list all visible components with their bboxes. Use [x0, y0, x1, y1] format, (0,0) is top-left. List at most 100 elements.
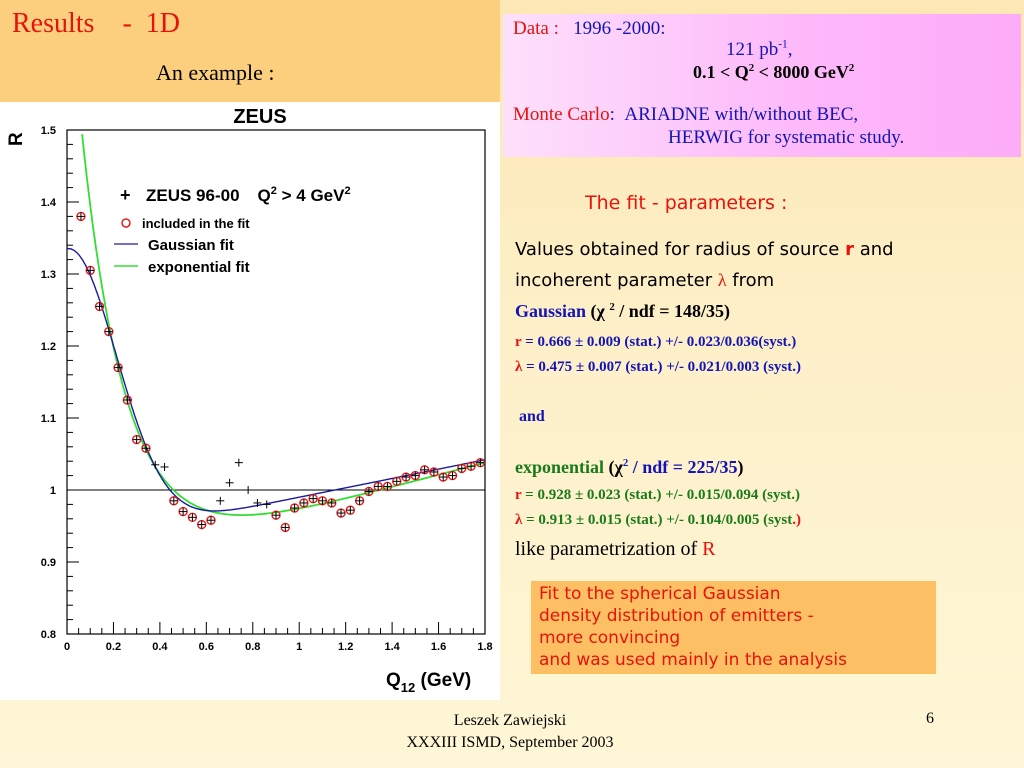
r-symbol: r [845, 239, 854, 260]
x-tick-label: 1 [296, 641, 302, 653]
values-line-1: Values obtained for radius of source r a… [515, 239, 894, 260]
x-tick-label: 1.6 [431, 641, 446, 653]
gaussian-fit-curve [66, 247, 486, 512]
legend-gev-exp: 2 [344, 185, 350, 197]
exponential-line: exponential (χ2 / ndf = 225/35) [515, 457, 744, 478]
title-panel: Results - 1D An example : [0, 0, 500, 102]
gaussian-label: Gaussian [515, 301, 587, 321]
y-tick-label: 1.3 [41, 269, 56, 281]
gaussian-r-value: = 0.666 ± 0.009 (stat.) +/- 0.023/0.036(… [521, 334, 797, 350]
legend-q2-cut: > 4 GeV [277, 186, 345, 205]
gaussian-lambda-value: = 0.475 ± 0.007 (stat.) +/- 0.021/0.003 … [522, 359, 802, 375]
x-tick-label: 0.8 [245, 641, 260, 653]
luminosity-comma: , [787, 39, 793, 60]
chart-panel: ZEUS R 0 0.2 0.4 0.6 0.8 1 1.2 1.4 1.6 1.8 0.8 0.9 1… [0, 102, 500, 700]
exponential-r-line: r = 0.928 ± 0.023 (stat.) +/- 0.015/0.09… [515, 487, 800, 504]
lambda-symbol: λ [717, 270, 727, 290]
fit-box-line-3: more convincing [539, 628, 681, 648]
slide-title: Results - 1D [12, 8, 180, 39]
gaussian-r-line: r = 0.666 ± 0.009 (stat.) +/- 0.023/0.03… [515, 334, 796, 351]
x-tick-label: 0 [64, 641, 70, 653]
legend-included: included in the fit [142, 216, 250, 231]
zeus-correlation-chart: ZEUS R 0 0.2 0.4 0.6 0.8 1 1.2 1.4 1.6 1.8 0.8 0.9 1… [6, 106, 493, 695]
fit-conclusion-box: Fit to the spherical Gaussian density di… [531, 581, 936, 674]
footer-conference: XXXIII ISMD, September 2003 [406, 734, 614, 751]
values-line-2: incoherent parameter λ from [515, 270, 774, 291]
legend-q2-exp: 2 [271, 185, 277, 197]
gaussian-line: Gaussian (χ 2 / ndf = 148/35) [515, 301, 730, 322]
plot-frame [66, 129, 486, 635]
fit-box-line-1: Fit to the spherical Gaussian [539, 584, 781, 604]
data-colon: : [548, 18, 559, 39]
x-tick-label: 1.2 [338, 641, 353, 653]
gev-exponent: 2 [848, 62, 855, 74]
like-R: R [702, 538, 716, 560]
y-tick-label: 0.9 [41, 557, 56, 569]
q2-range-pre: 0.1 < Q [693, 62, 749, 82]
x-tick-label: 1.8 [477, 641, 492, 653]
gaussian-ndf: / ndf = 148/35) [614, 301, 731, 321]
gaussian-chi-exp: 2 [609, 301, 615, 313]
exponential-r-symbol: r [515, 487, 522, 503]
exponential-lambda-value: = 0.913 ± 0.015 (stat.) +/- 0.104/0.005 … [522, 512, 793, 528]
x-axis-q: Q [386, 670, 401, 691]
y-tick-label: 1 [50, 485, 56, 497]
legend-dataset: ZEUS 96-00 [146, 186, 240, 205]
y-tick-label: 1.4 [41, 197, 57, 209]
x-axis-unit: (GeV) [415, 670, 471, 691]
fit-parameters-title: The fit - parameters : [585, 192, 788, 214]
mc-text-2: HERWIG for systematic study. [668, 127, 905, 148]
q2-range-post: < 8000 GeV [754, 62, 849, 82]
exponential-lambda-line: λ = 0.913 ± 0.015 (stat.) +/- 0.104/0.00… [515, 512, 801, 529]
like-line: like parametrization of R [515, 538, 715, 561]
like-text: like parametrization of [515, 538, 703, 560]
footer: Leszek Zawiejski XXXIII ISMD, September … [360, 710, 660, 754]
fit-box-line-4: and was used mainly in the analysis [539, 650, 847, 670]
monte-carlo-line: Monte Carlo: ARIADNE with/without BEC, [513, 104, 858, 126]
and-label: and [519, 408, 545, 425]
values-text-2b: from [726, 270, 775, 291]
x-axis-label: Q12 (GeV) [386, 670, 471, 695]
gaussian-lambda-line: λ = 0.475 ± 0.007 (stat.) +/- 0.021/0.00… [515, 359, 801, 376]
exponential-chi-exp: 2 [622, 457, 629, 469]
data-line: Data : 1996 -2000: [513, 18, 666, 40]
legend-data-label: ZEUS 96-00 Q2 > 4 GeV2 [146, 185, 351, 205]
gaussian-chi: (χ [586, 301, 610, 321]
y-tick-label: 0.8 [41, 629, 56, 641]
axis-ticks: 0 0.2 0.4 0.6 0.8 1 1.2 1.4 1.6 1.8 0.8 0.9 1 1.1 1.2 1… [41, 125, 493, 653]
legend-circle-marker [121, 218, 131, 228]
gaussian-r-symbol: r [515, 334, 522, 350]
exponential-lambda-close: .) [792, 512, 802, 528]
mc-text-1: ARIADNE with/without BEC, [624, 104, 859, 125]
x-tick-label: 0.2 [106, 641, 121, 653]
y-tick-label: 1.2 [41, 341, 56, 353]
slide-subtitle: An example : [156, 60, 275, 85]
x-axis-subscript: 12 [401, 680, 415, 695]
exponential-fit-curve [81, 134, 486, 516]
y-tick-label: 1.5 [41, 125, 56, 137]
legend-exponential: exponential fit [148, 259, 250, 276]
q2-exponent: 2 [748, 62, 755, 74]
gaussian-lambda-symbol: λ [515, 359, 523, 375]
chart-title: ZEUS [233, 106, 286, 128]
legend-gaussian: Gaussian fit [148, 237, 234, 254]
x-tick-label: 0.4 [152, 641, 168, 653]
chart-legend: + ZEUS 96-00 Q2 > 4 GeV2 included in the … [114, 185, 351, 276]
fit-box-line-2: density distribution of emitters - [539, 606, 814, 626]
data-info-box: Data : 1996 -2000: 121 pb-1, 0.1 < Q2 < … [503, 14, 1021, 157]
page-number: 6 [926, 710, 934, 727]
mc-label: Monte Carlo [513, 104, 610, 125]
luminosity-exponent: -1 [778, 38, 788, 51]
values-text-2: incoherent parameter [515, 270, 718, 291]
legend-q2: Q [258, 186, 271, 205]
exponential-r-value: = 0.928 ± 0.023 (stat.) +/- 0.015/0.094 … [521, 487, 801, 503]
q2-range-line: 0.1 < Q2 < 8000 GeV2 [693, 62, 854, 83]
exponential-chi: (χ [604, 457, 623, 477]
y-axis-label: R [6, 132, 27, 146]
exponential-close: ) [737, 457, 744, 477]
exponential-lambda-symbol: λ [515, 512, 523, 528]
exponential-label: exponential [515, 457, 605, 477]
x-tick-label: 1.4 [384, 641, 400, 653]
footer-author: Leszek Zawiejski [453, 712, 567, 729]
data-years: 1996 -2000: [573, 18, 666, 39]
